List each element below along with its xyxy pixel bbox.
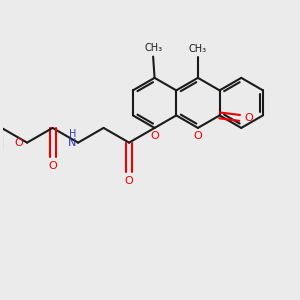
Text: O: O — [194, 131, 202, 141]
Text: O: O — [15, 138, 23, 148]
Text: CH₃: CH₃ — [144, 43, 162, 53]
Text: H: H — [69, 129, 76, 140]
Text: N: N — [68, 138, 76, 148]
Text: O: O — [150, 131, 159, 141]
Text: CH₃: CH₃ — [189, 44, 207, 54]
Text: O: O — [244, 113, 253, 123]
Text: O: O — [48, 161, 57, 171]
Text: O: O — [125, 176, 134, 186]
